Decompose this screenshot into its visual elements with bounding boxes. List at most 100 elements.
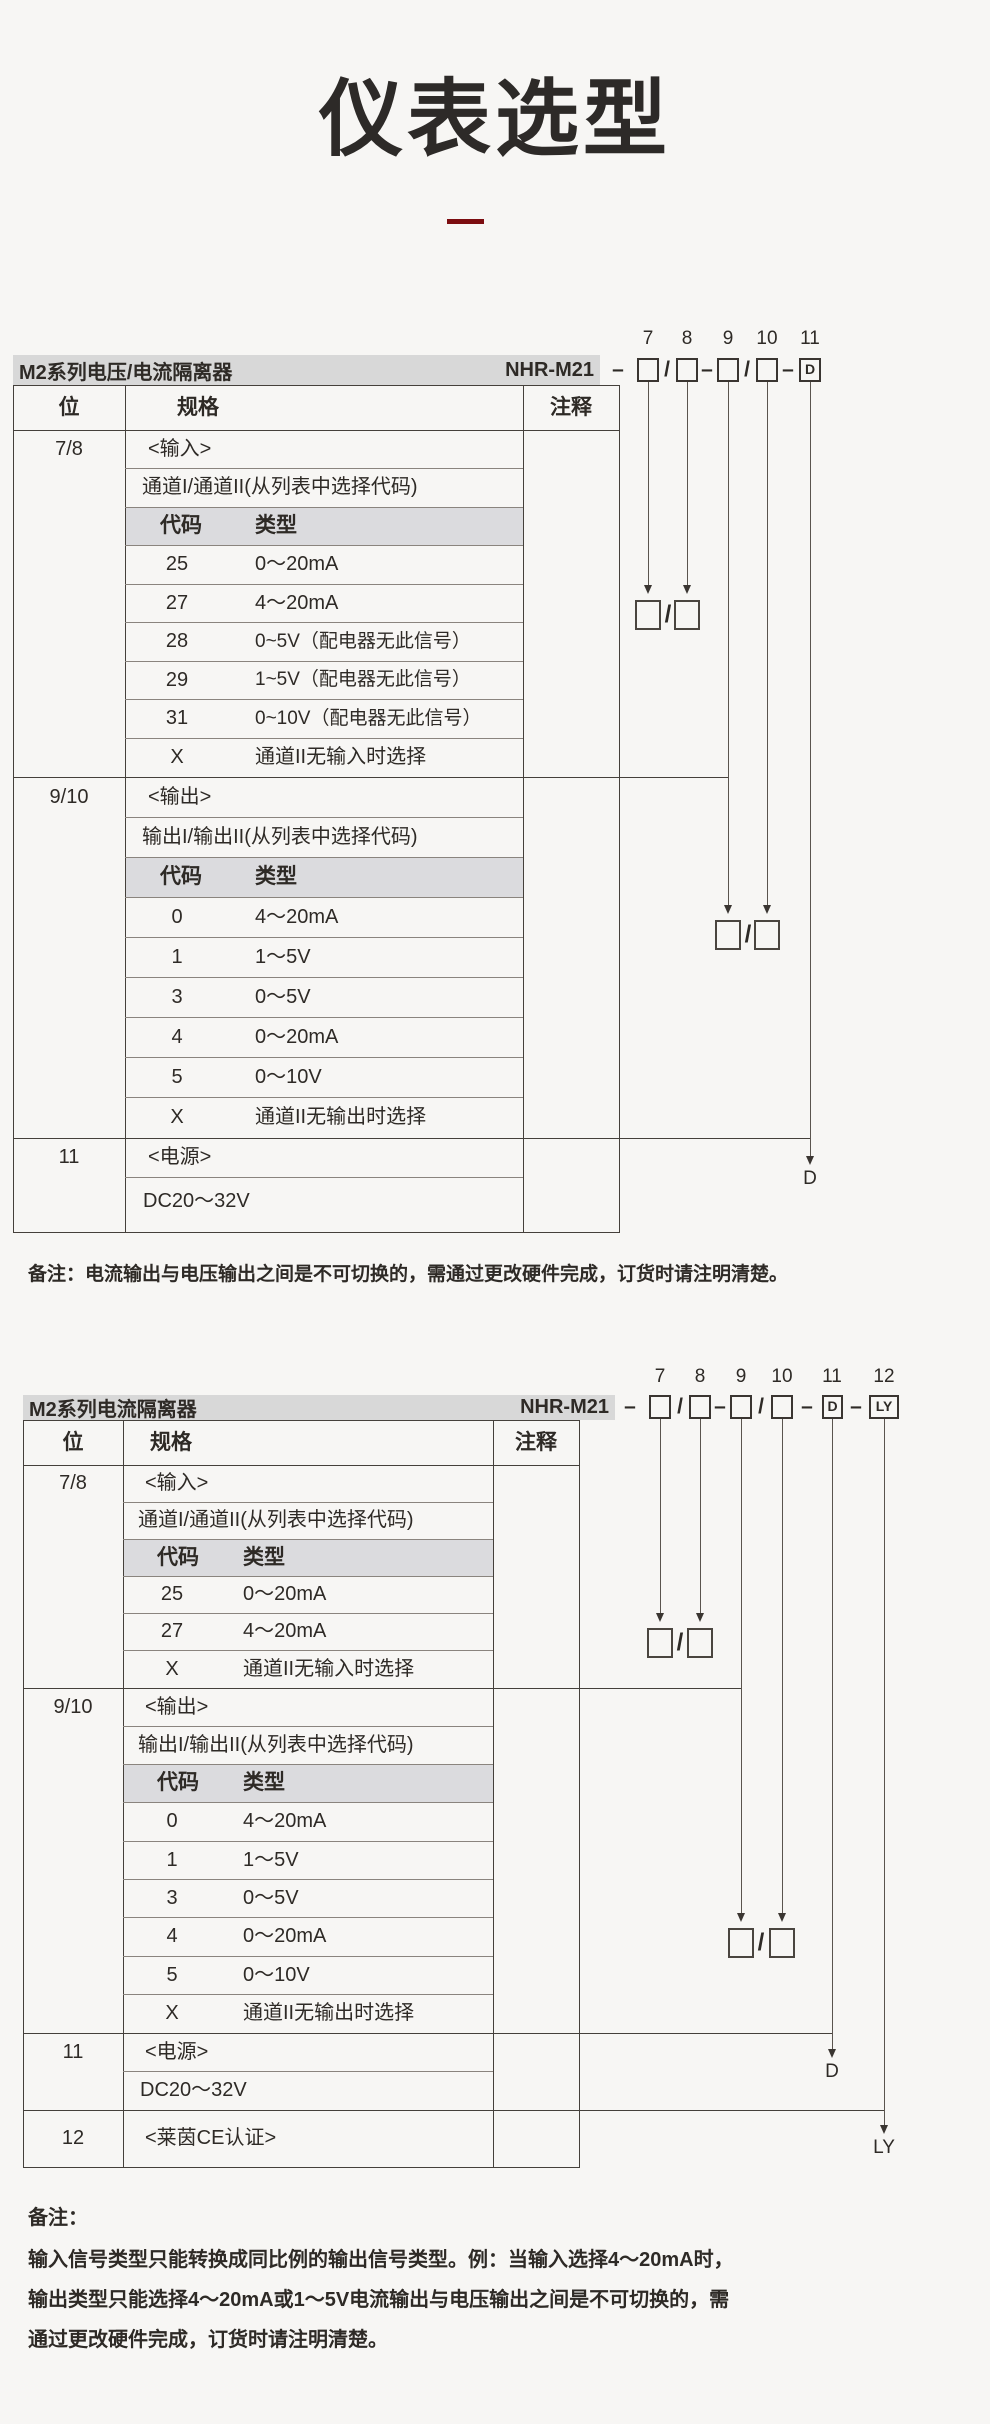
pointer-line-7	[660, 1419, 661, 1613]
dash-separator: –	[801, 1395, 813, 1418]
code-value: 0	[171, 906, 183, 928]
col-header-spec: 规格	[150, 1431, 192, 1454]
pick-box	[728, 1928, 754, 1958]
type-col-label: 类型	[243, 1546, 285, 1569]
pick-box	[754, 920, 780, 950]
section-header: <输出>	[148, 786, 212, 808]
model-code: NHR-M21	[505, 358, 594, 381]
section-line	[13, 777, 728, 778]
row-line	[125, 1057, 523, 1058]
digit-label: 12	[873, 1366, 895, 1387]
type-col-label: 类型	[243, 1771, 285, 1794]
arrow-down-icon	[683, 585, 691, 594]
code-col-label: 代码	[160, 514, 202, 537]
section-line	[23, 1688, 741, 1689]
row-line	[125, 1017, 523, 1018]
type-value: 4～20mA	[255, 906, 339, 928]
section-pos: 9/10	[53, 1696, 93, 1718]
table-border	[13, 385, 620, 386]
section-header: <电源>	[148, 1146, 212, 1168]
code-value: 5	[171, 1066, 183, 1088]
pick-box	[687, 1628, 713, 1658]
pointer-line-8	[687, 382, 688, 586]
col-header-pos: 位	[62, 1431, 84, 1454]
row-line	[125, 507, 523, 508]
code-value: 25	[160, 1583, 184, 1605]
arrow-down-icon	[696, 1613, 704, 1622]
arrow-down-icon	[880, 2125, 888, 2134]
table2-note-line: 通过更改硬件完成，订货时请注明清楚。	[28, 2329, 388, 2351]
table-border	[493, 1420, 494, 2167]
code-value: 0	[166, 1810, 178, 1832]
digit-label: 7	[642, 328, 654, 349]
code-box-7	[637, 358, 659, 382]
section-pos: 11	[58, 1146, 80, 1168]
section-header: <输入>	[145, 1472, 209, 1494]
pointer-line-10	[767, 382, 768, 905]
row-line	[125, 977, 523, 978]
arrow-down-icon	[778, 1913, 786, 1922]
digit-label: 8	[694, 1366, 706, 1387]
section-header: <输入>	[148, 438, 212, 460]
code-value: 1	[171, 946, 183, 968]
type-value: 通道II无输出时选择	[255, 1106, 427, 1128]
table-border	[579, 1420, 580, 2167]
row-line	[123, 1994, 493, 1995]
type-value: 0~5V（配电器无此信号）	[255, 631, 471, 652]
digit-label: 10	[771, 1366, 793, 1387]
series-label: M2系列电流隔离器	[29, 1399, 197, 1421]
pointer-line-9	[728, 382, 729, 905]
row-line	[123, 1764, 493, 1765]
table-border	[13, 1232, 620, 1233]
power-value: DC20～32V	[143, 1190, 250, 1212]
section-pos: 11	[62, 2041, 84, 2063]
page-title: 仪表选型	[318, 72, 671, 166]
arrow-down-icon	[806, 1156, 814, 1165]
pick-box	[635, 600, 661, 630]
row-line	[123, 1539, 493, 1540]
type-value: 通道II无输入时选择	[255, 746, 427, 768]
code-type-bar	[126, 508, 523, 545]
code-box-11-d: D	[822, 1395, 843, 1419]
table-border	[13, 430, 620, 431]
pointer-line-10	[782, 1419, 783, 1913]
table2-note-line: 输入信号类型只能转换成同比例的输出信号类型。例：当输入选择4～20mA时，	[28, 2249, 734, 2271]
arrow-down-icon	[828, 2049, 836, 2058]
type-value: 1～5V	[243, 1849, 299, 1871]
slash-separator: /	[664, 358, 670, 381]
col-header-spec: 规格	[177, 396, 219, 419]
type-value: 1~5V（配电器无此信号）	[255, 669, 471, 690]
code-box-9	[730, 1395, 752, 1419]
table-border	[23, 1420, 580, 1421]
code-box-10	[756, 358, 778, 382]
dash-separator: –	[701, 358, 713, 381]
code-value: 1	[166, 1849, 178, 1871]
section-header: <电源>	[145, 2041, 209, 2063]
d-option-label: D	[825, 2061, 839, 2082]
section-subheader: 通道I/通道II(从列表中选择代码)	[142, 476, 418, 498]
row-line	[125, 699, 523, 700]
dash-separator: –	[612, 358, 624, 381]
code-value: X	[170, 746, 184, 768]
dash-separator: –	[624, 1395, 636, 1418]
type-value: 4～20mA	[243, 1620, 327, 1642]
slash-separator: /	[744, 921, 752, 948]
code-box-8	[676, 358, 698, 382]
row-line	[123, 1576, 493, 1577]
table-border	[13, 385, 14, 1232]
table-border	[125, 385, 126, 1232]
type-value: 0～5V	[255, 986, 311, 1008]
row-line	[123, 1802, 493, 1803]
code-type-bar	[126, 858, 523, 897]
row-line	[125, 817, 523, 818]
section-subheader: 输出I/输出II(从列表中选择代码)	[138, 1734, 414, 1756]
code-value: 27	[165, 592, 189, 614]
slash-separator: /	[757, 1929, 765, 1956]
table2-note-title: 备注：	[28, 2207, 88, 2229]
row-line	[123, 1841, 493, 1842]
table-border	[23, 1465, 580, 1466]
table-border	[523, 385, 524, 1232]
digit-label: 10	[756, 328, 778, 349]
pick-box	[769, 1928, 795, 1958]
series-label: M2系列电压/电流隔离器	[19, 361, 233, 384]
